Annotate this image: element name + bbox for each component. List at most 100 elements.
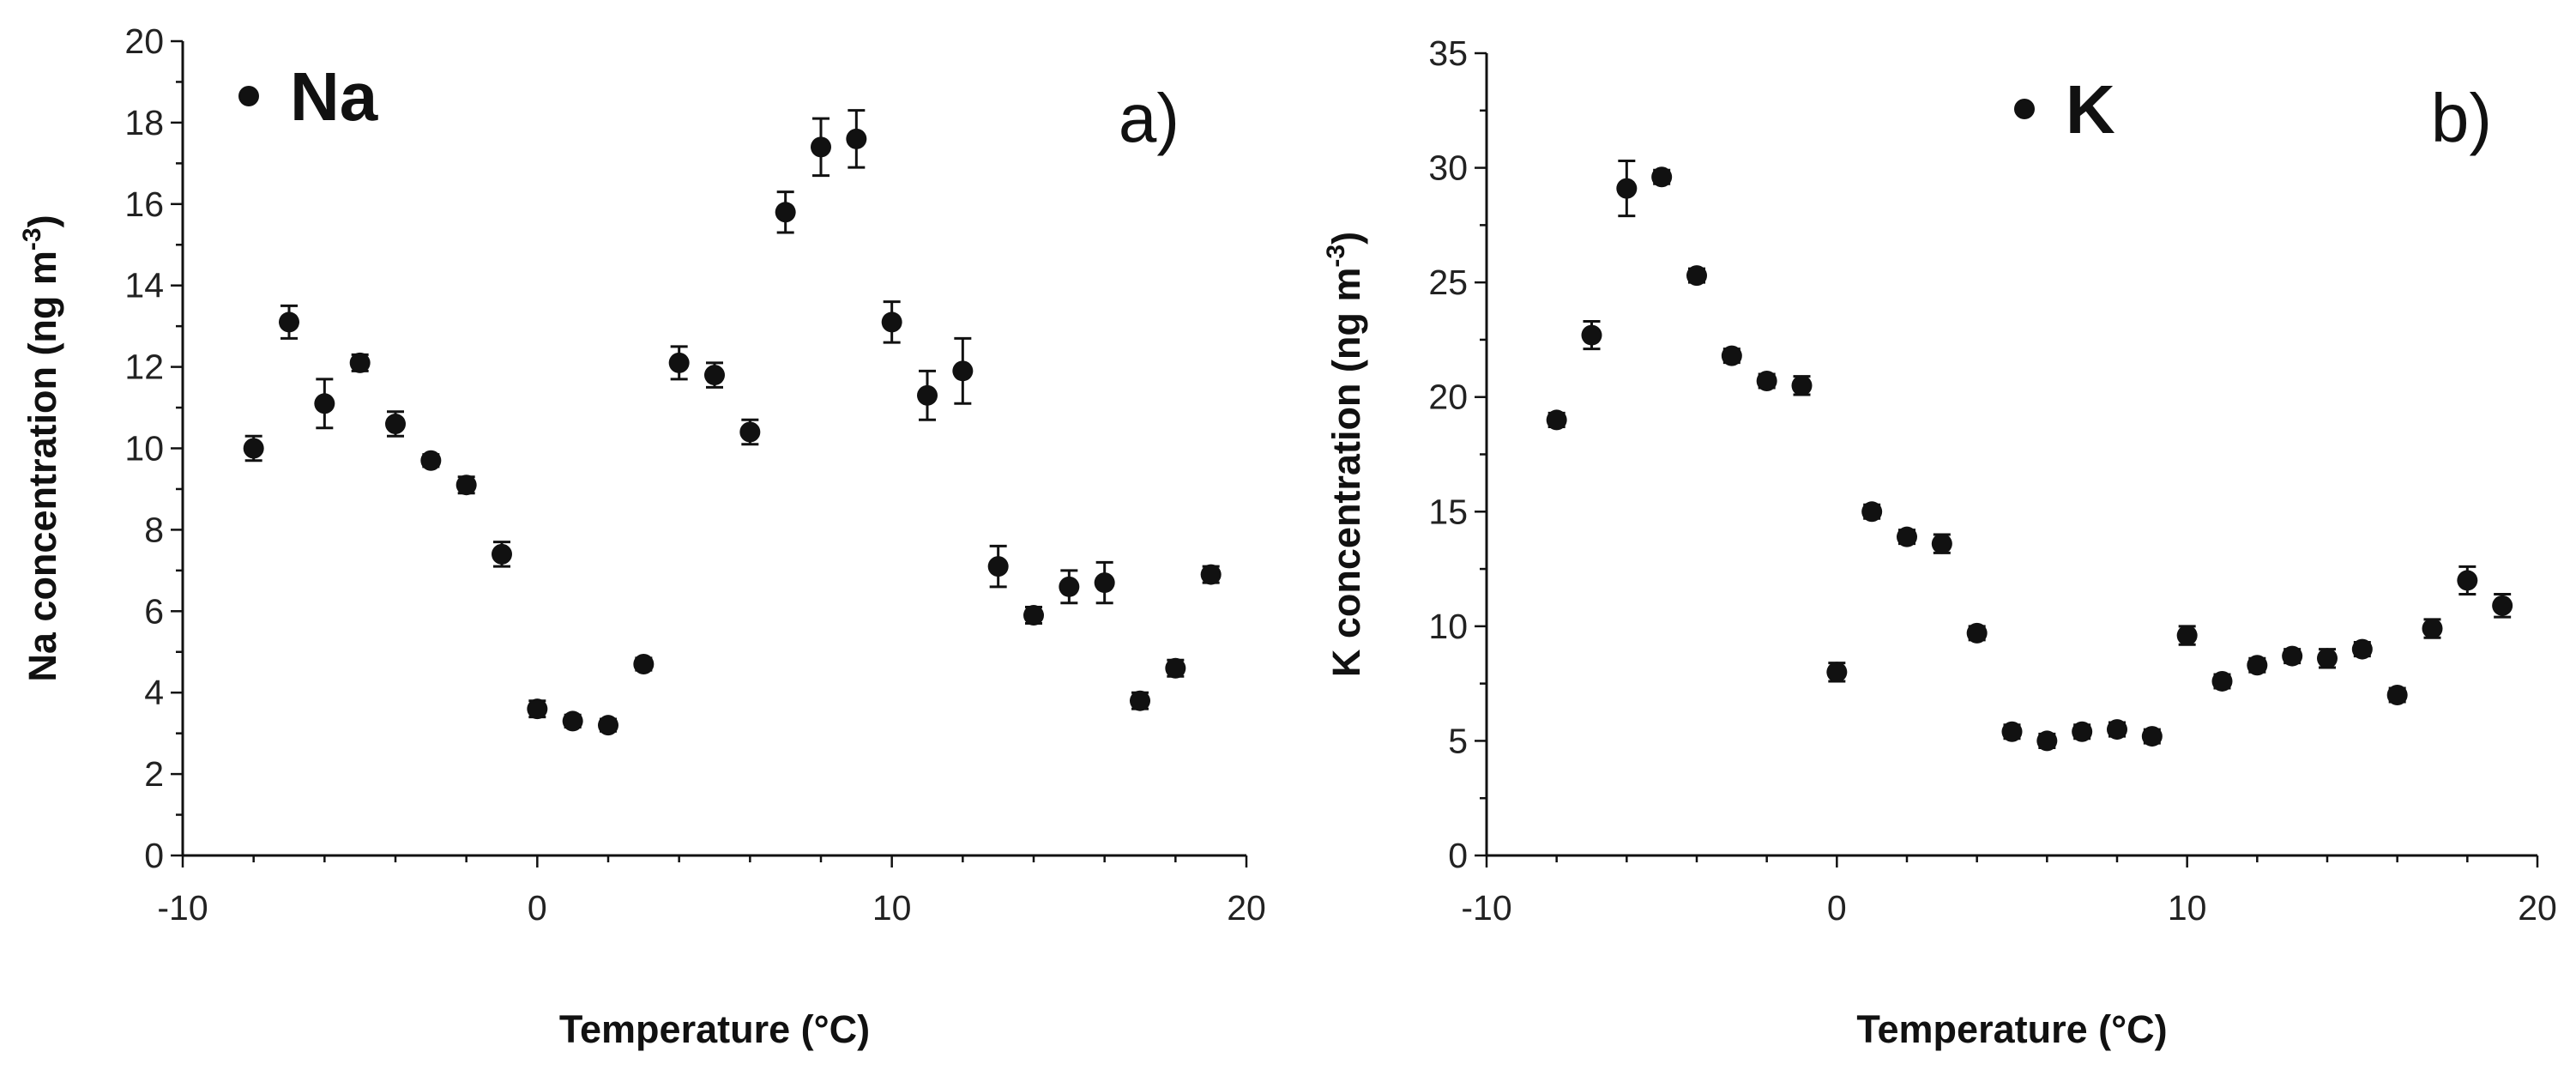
data-point xyxy=(2351,638,2373,660)
x-tick-label: 20 xyxy=(1227,888,1266,928)
panel-label-b: b) xyxy=(2431,80,2492,156)
data-point xyxy=(1165,657,1186,679)
x-axis-title-k: Temperature (°C) xyxy=(1856,1007,2167,1051)
y-tick-label: 25 xyxy=(1428,263,1468,302)
chart-panel-k: 0 5 10 15 20 25 30 35 -10 0 10 20 K b) Temperature … xyxy=(1322,33,2557,1051)
legend-na: Na xyxy=(238,58,378,135)
data-point xyxy=(1826,662,1848,683)
data-point xyxy=(881,311,902,333)
y-tick-label: 15 xyxy=(1428,492,1468,531)
data-point xyxy=(1651,166,1673,188)
y-tick-label: 10 xyxy=(1428,607,1468,646)
data-point xyxy=(562,710,583,732)
data-point xyxy=(633,653,655,674)
axes-k: 0 5 10 15 20 25 30 35 -10 0 10 20 xyxy=(1428,33,2556,928)
data-point xyxy=(1721,345,1742,366)
data-point xyxy=(1931,533,1952,554)
y-tick-label: 0 xyxy=(1448,836,1468,875)
data-point xyxy=(2457,570,2478,591)
data-point xyxy=(2001,721,2023,742)
x-tick-label: 0 xyxy=(528,888,547,928)
data-point xyxy=(1897,526,1917,547)
y-tick-label: 18 xyxy=(124,103,164,142)
data-point xyxy=(1756,371,1777,392)
y-tick-label: 2 xyxy=(144,754,164,794)
data-point xyxy=(2072,721,2093,742)
data-point xyxy=(1094,572,1115,594)
data-point xyxy=(1616,178,1638,199)
data-point xyxy=(1861,501,1883,523)
data-point xyxy=(917,384,938,406)
y-axis-title-na: Na concentration (ng m-3) xyxy=(18,215,64,681)
x-tick-label: 10 xyxy=(2168,888,2207,928)
y-axis-title-sup-na: -3 xyxy=(18,227,46,251)
legend-label-na: Na xyxy=(290,58,378,135)
data-point xyxy=(279,311,299,333)
panel-label-a: a) xyxy=(1119,80,1179,156)
data-point xyxy=(1546,409,1567,431)
y-tick-label: 5 xyxy=(1448,721,1468,760)
data-point xyxy=(846,128,867,149)
data-point xyxy=(704,365,725,386)
y-axis-title-sup-k: -3 xyxy=(1322,245,1350,268)
y-tick-label: 20 xyxy=(1428,378,1468,417)
data-point xyxy=(420,450,442,471)
y-tick-label: 10 xyxy=(124,429,164,468)
data-point xyxy=(2492,595,2513,616)
data-point xyxy=(2036,730,2058,752)
chart-panel-na: 0 2 4 6 8 10 12 14 16 18 20 -10 0 10 20 Na a) Temperat… xyxy=(18,21,1266,1051)
data-point xyxy=(2282,645,2303,667)
data-point xyxy=(2386,685,2408,705)
data-point xyxy=(775,202,796,223)
x-tick-label: -10 xyxy=(1461,888,1511,928)
data-point xyxy=(349,352,371,373)
y-tick-label: 16 xyxy=(124,184,164,224)
y-tick-label: 35 xyxy=(1428,33,1468,73)
data-point xyxy=(2422,618,2443,639)
data-point xyxy=(668,352,690,373)
data-points-k xyxy=(1546,160,2513,752)
data-point xyxy=(2141,726,2163,747)
data-point xyxy=(1130,690,1150,711)
y-tick-label: 8 xyxy=(144,510,164,549)
x-axis-title-na: Temperature (°C) xyxy=(559,1007,870,1051)
data-point xyxy=(314,393,335,414)
data-point xyxy=(1200,564,1222,585)
data-point xyxy=(527,698,548,720)
data-point xyxy=(2176,625,2198,646)
y-axis-title-k: K concentration (ng m-3) xyxy=(1322,232,1368,677)
x-tick-label: 20 xyxy=(2518,888,2557,928)
legend-k: K xyxy=(2014,71,2115,148)
y-tick-label: 0 xyxy=(144,836,164,875)
data-point xyxy=(492,543,512,565)
y-tick-label: 12 xyxy=(124,348,164,387)
data-point xyxy=(2317,648,2338,669)
data-point xyxy=(952,360,974,382)
y-tick-label: 20 xyxy=(124,21,164,61)
data-point xyxy=(1791,375,1813,396)
y-tick-label: 14 xyxy=(124,266,164,305)
y-tick-label: 6 xyxy=(144,591,164,631)
data-point xyxy=(455,475,477,496)
y-tick-label: 4 xyxy=(144,673,164,712)
data-point xyxy=(385,414,406,435)
data-point xyxy=(598,715,618,736)
data-point xyxy=(2211,670,2233,692)
y-axis-title-text-na: Na concentration (ng m xyxy=(21,251,64,682)
y-axis-title-close-na: ) xyxy=(21,215,64,227)
legend-marker-na xyxy=(238,86,259,106)
data-point xyxy=(1023,605,1044,626)
x-tick-label: 10 xyxy=(872,888,912,928)
data-point xyxy=(811,136,831,158)
data-point xyxy=(1581,324,1602,346)
legend-label-k: K xyxy=(2066,71,2115,148)
data-point xyxy=(243,438,264,459)
data-point xyxy=(987,556,1009,577)
data-point xyxy=(739,421,761,443)
axes-na: 0 2 4 6 8 10 12 14 16 18 20 -10 0 10 20 xyxy=(124,21,1265,928)
data-point xyxy=(2247,655,2268,676)
data-point xyxy=(1059,576,1080,597)
y-axis-title-close-k: ) xyxy=(1324,232,1368,245)
data-point xyxy=(1966,622,1988,644)
